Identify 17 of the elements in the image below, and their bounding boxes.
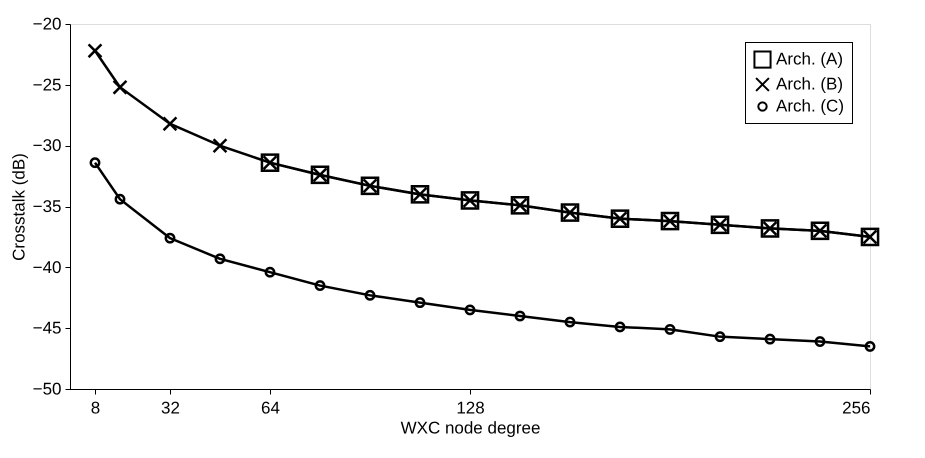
legend-label: Arch. (A) xyxy=(776,50,844,68)
y-tick-label: −30 xyxy=(32,136,62,156)
x-axis-title: WXC node degree xyxy=(400,418,540,438)
y-tick-label: −25 xyxy=(32,75,62,94)
y-tick-label: −20 xyxy=(32,14,62,34)
y-tick-label: −50 xyxy=(32,380,62,398)
x-tick-label: 32 xyxy=(161,398,180,418)
x-tick-label: 64 xyxy=(261,398,280,418)
x-tick-label: 128 xyxy=(456,398,485,418)
y-tick-label: −40 xyxy=(32,258,62,277)
y-tick-label: −45 xyxy=(32,318,62,338)
legend-label: Arch. (C) xyxy=(776,96,844,116)
y-tick-label: −35 xyxy=(32,197,62,216)
x-tick-label: 8 xyxy=(90,398,100,418)
x-tick-label: 256 xyxy=(842,398,870,418)
legend-label: Arch. (B) xyxy=(776,74,844,94)
y-axis-title: Crosstalk (dB) xyxy=(10,153,29,261)
